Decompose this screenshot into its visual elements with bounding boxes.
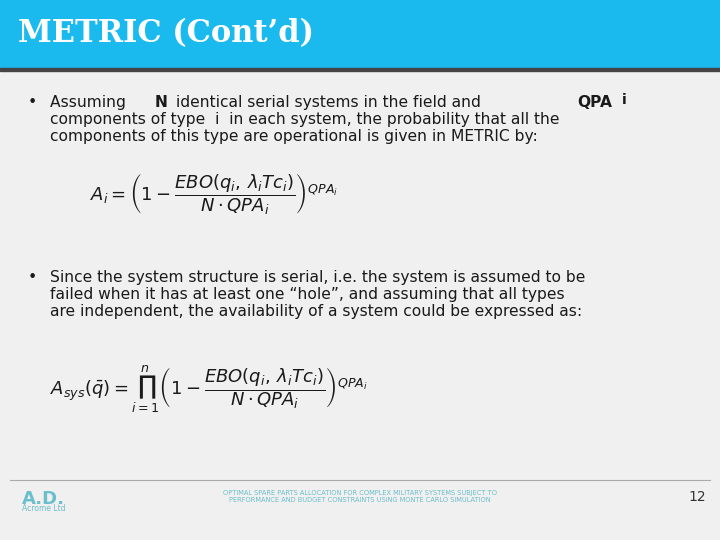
Text: $A_{sys}(\bar{q}) = \prod_{i=1}^{n} \left(1 - \dfrac{EBO(q_i,\,\lambda_i Tc_i)}{: $A_{sys}(\bar{q}) = \prod_{i=1}^{n} \lef… bbox=[50, 363, 368, 415]
Text: METRIC (Cont’d): METRIC (Cont’d) bbox=[18, 18, 314, 50]
Text: are independent, the availability of a system could be expressed as:: are independent, the availability of a s… bbox=[50, 304, 582, 319]
Text: QPA: QPA bbox=[577, 95, 612, 110]
Text: N: N bbox=[154, 95, 167, 110]
Bar bbox=[0, 71, 720, 540]
Text: Since the system structure is serial, i.e. the system is assumed to be: Since the system structure is serial, i.… bbox=[50, 270, 585, 285]
Bar bbox=[0, 68, 720, 71]
Text: failed when it has at least one “hole”, and assuming that all types: failed when it has at least one “hole”, … bbox=[50, 287, 564, 302]
Text: identical serial systems in the field and: identical serial systems in the field an… bbox=[171, 95, 485, 110]
Text: $A_i = \left(1 - \dfrac{EBO(q_i,\,\lambda_i Tc_i)}{N \cdot QPA_i}\right)^{QPA_i}: $A_i = \left(1 - \dfrac{EBO(q_i,\,\lambd… bbox=[90, 172, 338, 217]
Text: components of type  i  in each system, the probability that all the: components of type i in each system, the… bbox=[50, 112, 559, 127]
Text: i: i bbox=[622, 93, 627, 107]
Text: A.D.: A.D. bbox=[22, 490, 65, 508]
Text: 12: 12 bbox=[688, 490, 706, 504]
Text: OPTIMAL SPARE PARTS ALLOCATION FOR COMPLEX MILITARY SYSTEMS SUBJECT TO
PERFORMAN: OPTIMAL SPARE PARTS ALLOCATION FOR COMPL… bbox=[223, 490, 497, 503]
Bar bbox=[0, 0, 720, 68]
Text: components of this type are operational is given in METRIC by:: components of this type are operational … bbox=[50, 129, 538, 144]
Text: •: • bbox=[28, 95, 37, 110]
Text: Acrome Ltd: Acrome Ltd bbox=[22, 504, 66, 513]
Text: Assuming: Assuming bbox=[50, 95, 131, 110]
Text: •: • bbox=[28, 270, 37, 285]
